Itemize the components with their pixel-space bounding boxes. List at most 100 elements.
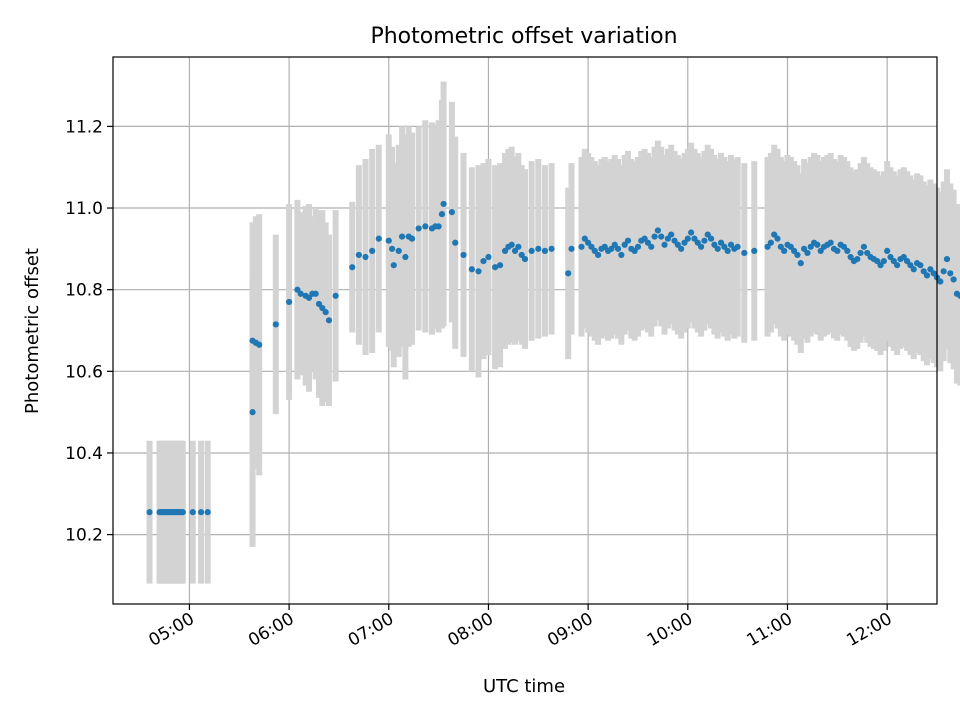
data-point	[452, 239, 459, 246]
data-point	[668, 231, 675, 238]
x-axis: 05:00 06:00 07:00 08:00 09:00 10:00 11:00 12:00	[145, 604, 896, 651]
data-point	[957, 292, 960, 299]
data-point	[435, 223, 442, 230]
data-point	[485, 253, 492, 261]
data-point	[475, 268, 482, 275]
data-point	[661, 241, 668, 248]
data-point	[440, 200, 447, 208]
data-point	[332, 292, 339, 299]
data-point	[325, 317, 333, 324]
data-points	[146, 200, 960, 516]
data-point	[923, 272, 931, 279]
data-point	[894, 262, 901, 269]
data-point	[496, 262, 504, 269]
y-tick-label: 10.4	[65, 444, 103, 464]
data-point	[197, 509, 205, 516]
y-tick-label: 10.8	[65, 281, 103, 301]
data-point	[697, 243, 705, 250]
x-tick-label: 07:00	[345, 609, 397, 651]
data-point	[734, 243, 741, 250]
y-tick-label: 10.6	[65, 362, 103, 382]
data-point	[375, 235, 382, 242]
data-point	[362, 253, 369, 261]
data-point	[395, 247, 402, 254]
data-point	[648, 243, 655, 250]
data-point	[678, 245, 685, 252]
data-point	[804, 249, 811, 257]
data-point	[950, 276, 957, 283]
data-point	[272, 321, 279, 328]
data-point	[548, 245, 555, 252]
data-point	[204, 509, 211, 516]
data-point	[565, 270, 572, 277]
x-tick-label: 05:00	[145, 609, 197, 651]
data-point	[937, 278, 944, 285]
data-point	[714, 245, 721, 252]
data-point	[491, 264, 499, 271]
x-axis-label: UTC time	[483, 676, 565, 697]
data-point	[448, 209, 456, 216]
data-point	[285, 298, 293, 306]
data-point	[767, 239, 774, 246]
data-point	[535, 245, 542, 252]
data-point	[460, 251, 467, 259]
data-point	[322, 309, 329, 316]
data-point	[917, 262, 924, 269]
data-point	[568, 245, 575, 252]
y-tick-label: 10.2	[65, 526, 103, 546]
data-point	[422, 223, 429, 230]
data-point	[834, 247, 841, 254]
data-point	[814, 241, 821, 248]
data-point	[179, 509, 186, 516]
data-point	[701, 237, 708, 244]
data-point	[480, 258, 487, 265]
x-tick-label: 11:00	[744, 609, 796, 651]
data-point	[385, 237, 392, 244]
data-point	[857, 249, 864, 257]
data-point	[688, 229, 695, 236]
data-point	[827, 239, 834, 246]
data-point	[408, 235, 416, 242]
data-point	[528, 247, 535, 254]
data-point	[943, 255, 951, 263]
data-point	[844, 247, 851, 254]
x-tick-label: 10:00	[644, 609, 696, 651]
data-point	[256, 341, 263, 348]
x-tick-label: 12:00	[843, 609, 895, 651]
data-point	[541, 247, 549, 254]
data-point	[614, 245, 622, 252]
data-point	[388, 245, 396, 252]
data-point	[774, 235, 781, 242]
data-point	[398, 233, 406, 240]
data-point	[618, 251, 625, 259]
data-point	[658, 233, 665, 240]
data-point	[594, 251, 602, 259]
data-point	[249, 409, 256, 416]
data-point	[910, 266, 917, 273]
data-point	[880, 258, 887, 265]
data-point	[884, 247, 891, 254]
data-point	[854, 255, 861, 263]
data-point	[707, 235, 715, 242]
data-point	[724, 247, 731, 254]
data-point	[349, 264, 356, 271]
data-point	[751, 247, 758, 254]
data-point	[468, 266, 475, 273]
data-point	[355, 251, 362, 259]
data-point	[402, 253, 409, 261]
x-tick-label: 06:00	[245, 609, 297, 651]
error-bars	[146, 81, 960, 584]
data-point	[438, 211, 446, 218]
data-point	[297, 290, 304, 297]
data-point	[146, 509, 153, 516]
data-point	[312, 290, 319, 297]
data-point	[741, 249, 748, 257]
data-point	[189, 509, 196, 516]
y-tick-label: 11.2	[65, 117, 103, 137]
x-tick-label: 08:00	[445, 609, 497, 651]
data-point	[415, 225, 422, 232]
data-point	[521, 255, 529, 263]
y-tick-label: 11.0	[65, 199, 103, 219]
data-point	[651, 233, 658, 240]
